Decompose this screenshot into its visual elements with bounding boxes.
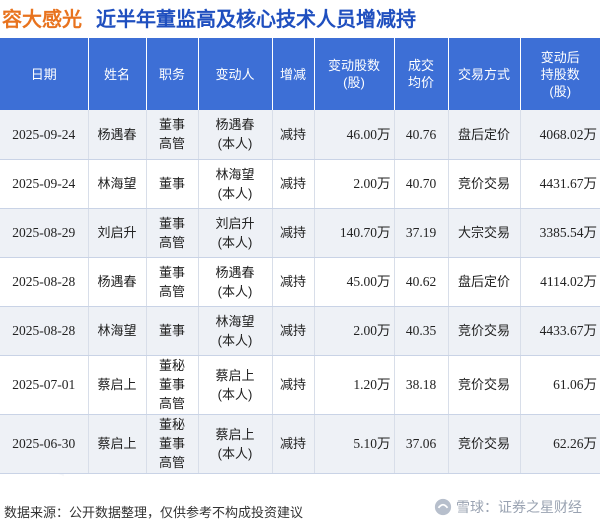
name-cell: 林海望 bbox=[88, 159, 147, 209]
role-cell: 董事 高管 bbox=[146, 208, 199, 258]
page-title: 近半年董监高及核心技术人员增减持 bbox=[96, 8, 416, 31]
name-cell: 蔡启上 bbox=[88, 355, 147, 415]
after-header: 变动后 持股数 (股) bbox=[520, 38, 600, 110]
name-cell: 蔡启上 bbox=[88, 414, 147, 474]
after-holding-cell: 4433.67万 bbox=[520, 306, 600, 356]
data-source-note: 数据来源：公开数据整理，仅供参考不构成投资建议 bbox=[4, 505, 304, 520]
shares-cell: 2.00万 bbox=[314, 159, 395, 209]
direction-cell: 减持 bbox=[272, 306, 315, 356]
direction-cell: 减持 bbox=[272, 257, 315, 307]
shares-cell: 140.70万 bbox=[314, 208, 395, 258]
method-cell: 盘后定价 bbox=[448, 110, 521, 160]
date-cell: 2025-07-01 bbox=[0, 355, 89, 415]
method-cell: 大宗交易 bbox=[448, 208, 521, 258]
date-header: 日期 bbox=[0, 38, 89, 110]
direction-header: 增减 bbox=[272, 38, 315, 110]
footer: 数据来源：公开数据整理，仅供参考不构成投资建议 bbox=[0, 502, 600, 523]
method-header: 交易方式 bbox=[448, 38, 521, 110]
method-cell: 竞价交易 bbox=[448, 306, 521, 356]
shares-header: 变动股数 (股) bbox=[314, 38, 395, 110]
shares-cell: 46.00万 bbox=[314, 110, 395, 160]
role-header: 职务 bbox=[146, 38, 199, 110]
table-body: 2025-09-24 杨遇春 董事 高管 杨遇春 (本人) 减持 46.00万 40.76 盘… bbox=[0, 110, 600, 474]
shares-cell: 45.00万 bbox=[314, 257, 395, 307]
after-holding-cell: 61.06万 bbox=[520, 355, 600, 415]
holdings-change-table: 日期 姓名 职务 变动人 增减 变动股数 (股) 成交 均价 交易方式 变动后 持股数 (股) … bbox=[0, 38, 600, 474]
direction-cell: 减持 bbox=[272, 355, 315, 415]
direction-cell: 减持 bbox=[272, 110, 315, 160]
method-cell: 竞价交易 bbox=[448, 414, 521, 474]
method-cell: 竞价交易 bbox=[448, 355, 521, 415]
company-name: 容大感光 bbox=[2, 8, 82, 31]
direction-cell: 减持 bbox=[272, 414, 315, 474]
role-cell: 董事 bbox=[146, 159, 199, 209]
after-holding-cell: 3385.54万 bbox=[520, 208, 600, 258]
role-cell: 董秘 董事 高管 bbox=[146, 414, 199, 474]
actor-cell: 蔡启上 (本人) bbox=[198, 414, 273, 474]
date-cell: 2025-08-28 bbox=[0, 306, 89, 356]
after-holding-cell: 62.26万 bbox=[520, 414, 600, 474]
table-header-row: 日期 姓名 职务 变动人 增减 变动股数 (股) 成交 均价 交易方式 变动后 持股数 (股) bbox=[0, 38, 600, 110]
table-row: 2025-07-01 蔡启上 董秘 董事 高管 蔡启上 (本人) 减持 1.20万 38.1… bbox=[0, 355, 600, 415]
actor-cell: 杨遇春 (本人) bbox=[198, 257, 273, 307]
direction-cell: 减持 bbox=[272, 159, 315, 209]
method-cell: 盘后定价 bbox=[448, 257, 521, 307]
price-cell: 40.35 bbox=[394, 306, 449, 356]
table-row: 2025-09-24 杨遇春 董事 高管 杨遇春 (本人) 减持 46.00万 40.76 盘… bbox=[0, 110, 600, 160]
actor-cell: 林海望 (本人) bbox=[198, 159, 273, 209]
table-row: 2025-06-30 蔡启上 董秘 董事 高管 蔡启上 (本人) 减持 5.10万 37.0… bbox=[0, 414, 600, 474]
table-row: 2025-08-29 刘启升 董事 高管 刘启升 (本人) 减持 140.70万 37.19… bbox=[0, 208, 600, 258]
after-holding-cell: 4114.02万 bbox=[520, 257, 600, 307]
role-cell: 董秘 董事 高管 bbox=[146, 355, 199, 415]
table-row: 2025-09-24 林海望 董事 林海望 (本人) 减持 2.00万 40.70 竞价交易 4… bbox=[0, 159, 600, 209]
shares-cell: 1.20万 bbox=[314, 355, 395, 415]
actor-cell: 蔡启上 (本人) bbox=[198, 355, 273, 415]
actor-cell: 刘启升 (本人) bbox=[198, 208, 273, 258]
date-cell: 2025-06-30 bbox=[0, 414, 89, 474]
after-holding-cell: 4431.67万 bbox=[520, 159, 600, 209]
table-row: 2025-08-28 林海望 董事 林海望 (本人) 减持 2.00万 40.35 竞价交易 4… bbox=[0, 306, 600, 356]
price-cell: 37.06 bbox=[394, 414, 449, 474]
price-cell: 40.70 bbox=[394, 159, 449, 209]
watermark: 雪球：证券之星财经 bbox=[434, 497, 582, 517]
date-cell: 2025-08-29 bbox=[0, 208, 89, 258]
title-bar: 容大感光 近半年董监高及核心技术人员增减持 bbox=[0, 0, 600, 34]
method-cell: 竞价交易 bbox=[448, 159, 521, 209]
price-cell: 40.62 bbox=[394, 257, 449, 307]
price-cell: 37.19 bbox=[394, 208, 449, 258]
role-cell: 董事 bbox=[146, 306, 199, 356]
date-cell: 2025-09-24 bbox=[0, 110, 89, 160]
after-holding-cell: 4068.02万 bbox=[520, 110, 600, 160]
date-cell: 2025-08-28 bbox=[0, 257, 89, 307]
snowball-logo-icon bbox=[434, 498, 452, 516]
name-cell: 林海望 bbox=[88, 306, 147, 356]
price-header: 成交 均价 bbox=[394, 38, 449, 110]
name-header: 姓名 bbox=[88, 38, 147, 110]
watermark-text: 雪球：证券之星财经 bbox=[456, 499, 582, 515]
name-cell: 刘启升 bbox=[88, 208, 147, 258]
role-cell: 董事 高管 bbox=[146, 110, 199, 160]
role-cell: 董事 高管 bbox=[146, 257, 199, 307]
direction-cell: 减持 bbox=[272, 208, 315, 258]
name-cell: 杨遇春 bbox=[88, 257, 147, 307]
shares-cell: 5.10万 bbox=[314, 414, 395, 474]
price-cell: 38.18 bbox=[394, 355, 449, 415]
price-cell: 40.76 bbox=[394, 110, 449, 160]
name-cell: 杨遇春 bbox=[88, 110, 147, 160]
actor-header: 变动人 bbox=[198, 38, 273, 110]
actor-cell: 林海望 (本人) bbox=[198, 306, 273, 356]
actor-cell: 杨遇春 (本人) bbox=[198, 110, 273, 160]
date-cell: 2025-09-24 bbox=[0, 159, 89, 209]
shares-cell: 2.00万 bbox=[314, 306, 395, 356]
table-row: 2025-08-28 杨遇春 董事 高管 杨遇春 (本人) 减持 45.00万 40.62 盘… bbox=[0, 257, 600, 307]
